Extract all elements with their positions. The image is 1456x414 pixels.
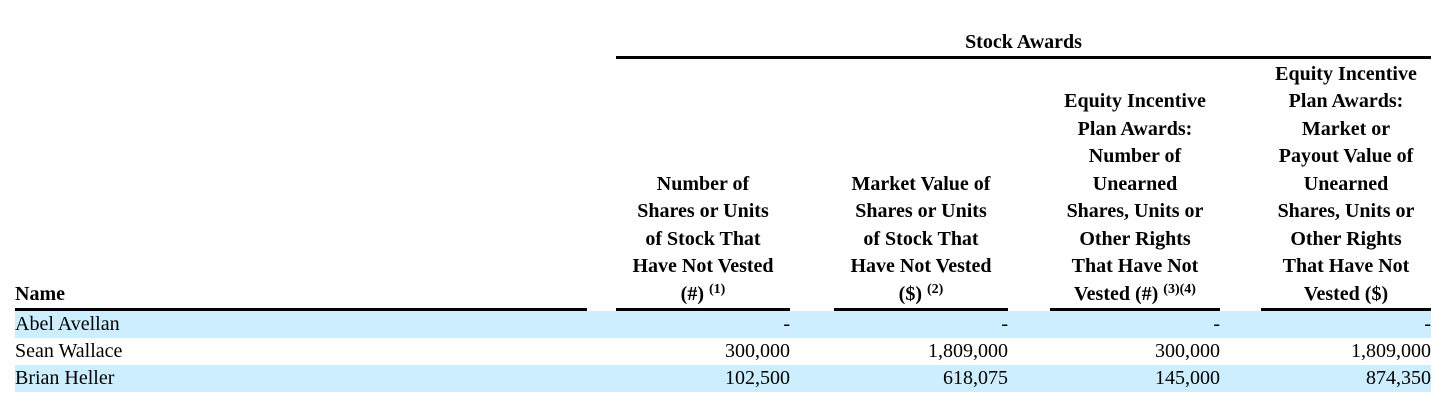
row-value: 1,809,000 xyxy=(1351,340,1431,362)
row-value: - xyxy=(1001,313,1008,335)
row-value: 300,000 xyxy=(725,340,790,362)
header-line: Payout Value of xyxy=(1278,145,1414,167)
name-column-header: Name xyxy=(15,283,65,305)
row-value: 102,500 xyxy=(725,367,790,389)
header-line: Plan Awards: xyxy=(1077,117,1193,140)
row-value: 1,809,000 xyxy=(928,340,1008,362)
row-value: 874,350 xyxy=(1366,367,1431,389)
header-line: That Have Not xyxy=(1071,255,1199,277)
header-line: Shares, Units or xyxy=(1277,200,1415,222)
col-header-market-value: Market Value of Shares or Units of Stock… xyxy=(834,171,1008,309)
table-row: Brian Heller 102,500 618,075 145,000 874… xyxy=(15,365,1431,392)
header-line: of Stock That xyxy=(645,227,761,250)
header-line: Equity Incentive xyxy=(1064,90,1206,112)
header-rule-col2 xyxy=(834,308,1008,311)
table-row: Sean Wallace 300,000 1,809,000 300,000 1… xyxy=(15,338,1431,365)
col-header-equity-incentive-value: Equity Incentive Plan Awards: Market or … xyxy=(1261,61,1431,309)
table-row: Abel Avellan - - - - xyxy=(15,311,1431,338)
header-line: That Have Not xyxy=(1282,255,1410,277)
header-line: Vested (#) xyxy=(1074,282,1159,305)
stock-awards-rule xyxy=(616,56,1431,59)
row-name: Abel Avellan xyxy=(15,313,120,335)
header-line: Number of xyxy=(656,172,750,195)
header-rule-col3 xyxy=(1050,308,1220,311)
row-name: Sean Wallace xyxy=(15,340,123,362)
header-rule-col4 xyxy=(1261,308,1431,311)
row-name: Brian Heller xyxy=(15,367,115,389)
col-header-equity-incentive-number: Equity Incentive Plan Awards: Number of … xyxy=(1050,88,1220,308)
row-value: - xyxy=(783,313,790,335)
footnote-ref: (1) xyxy=(709,281,726,297)
header-rule-col1 xyxy=(616,308,790,311)
header-line: Shares or Units xyxy=(637,200,769,222)
header-line: Shares or Units xyxy=(855,200,987,222)
footnote-ref: (3)(4) xyxy=(1163,281,1196,297)
col-header-shares-not-vested: Number of Shares or Units of Stock That … xyxy=(616,171,790,309)
header-line: (#) xyxy=(680,282,704,305)
header-line: Number of xyxy=(1088,145,1182,167)
row-value: 300,000 xyxy=(1155,340,1220,362)
header-line: Shares, Units or xyxy=(1066,200,1204,222)
footnote-ref: (2) xyxy=(927,281,944,297)
header-line: Unearned xyxy=(1092,172,1178,195)
row-value: 145,000 xyxy=(1155,367,1220,389)
header-line: Market or xyxy=(1301,117,1391,140)
header-line: Unearned xyxy=(1303,172,1389,195)
row-value: - xyxy=(1213,313,1220,335)
row-value: - xyxy=(1424,313,1431,335)
header-line: Other Rights xyxy=(1290,227,1402,250)
header-line: Plan Awards: xyxy=(1288,90,1404,112)
header-line: Vested ($) xyxy=(1303,282,1389,305)
header-line: ($) xyxy=(898,282,922,305)
row-value: 618,075 xyxy=(943,367,1008,389)
header-line: Equity Incentive xyxy=(1275,62,1417,85)
header-line: Have Not Vested xyxy=(850,255,992,277)
header-line: Market Value of xyxy=(851,172,991,195)
header-line: Have Not Vested xyxy=(632,255,774,277)
header-line: of Stock That xyxy=(863,227,979,250)
header-rule-name xyxy=(15,308,587,311)
stock-awards-header: Stock Awards xyxy=(965,31,1082,53)
header-line: Other Rights xyxy=(1079,227,1191,250)
